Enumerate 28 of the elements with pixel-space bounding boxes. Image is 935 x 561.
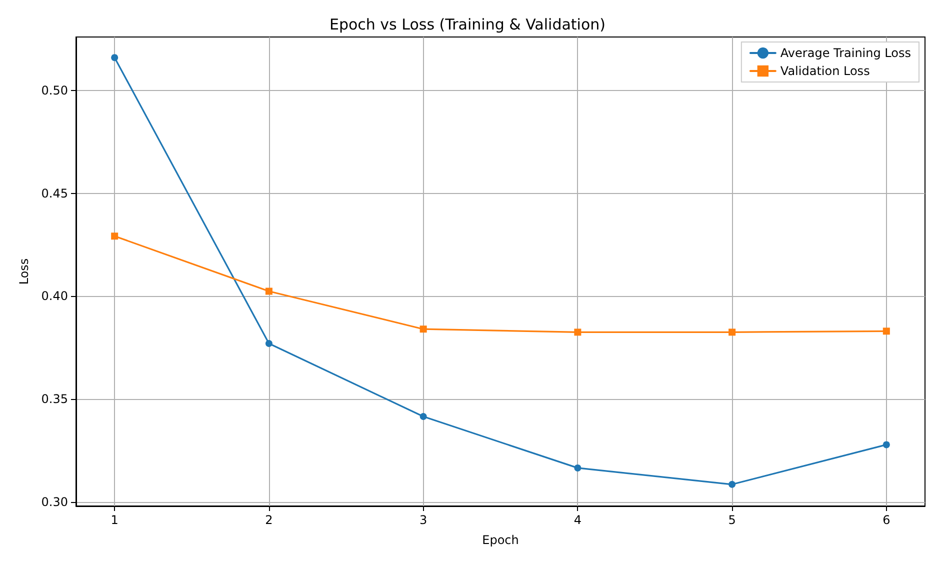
point [574, 328, 582, 336]
y-tick-label: 0.50 [41, 83, 68, 98]
point [882, 328, 890, 335]
legend-label: Average Training Loss [780, 46, 911, 60]
x-tick-label: 3 [420, 513, 428, 527]
chart-title: Epoch vs Loss (Training & Validation) [329, 16, 606, 34]
y-axis-title: Loss [17, 258, 31, 285]
y-tick-label: 0.35 [41, 392, 68, 406]
x-tick-label: 6 [882, 513, 890, 527]
y-tick-label: 0.40 [41, 289, 68, 304]
point [265, 288, 272, 295]
x-tick-label: 4 [574, 513, 582, 527]
point [420, 413, 427, 420]
x-tick-label: 5 [728, 513, 736, 527]
point [420, 326, 427, 333]
x-tick-label: 2 [265, 513, 273, 527]
point [574, 464, 582, 472]
point [111, 232, 118, 240]
point [882, 441, 890, 448]
point [728, 480, 736, 488]
point [265, 340, 272, 347]
y-tick-label: 0.30 [41, 494, 68, 509]
legend-label: Validation Loss [780, 64, 870, 78]
point [728, 328, 736, 336]
y-tick-label: 0.45 [41, 186, 68, 200]
x-axis-title: Epoch [482, 533, 519, 547]
point [111, 54, 118, 62]
x-tick-label: 1 [110, 513, 118, 527]
